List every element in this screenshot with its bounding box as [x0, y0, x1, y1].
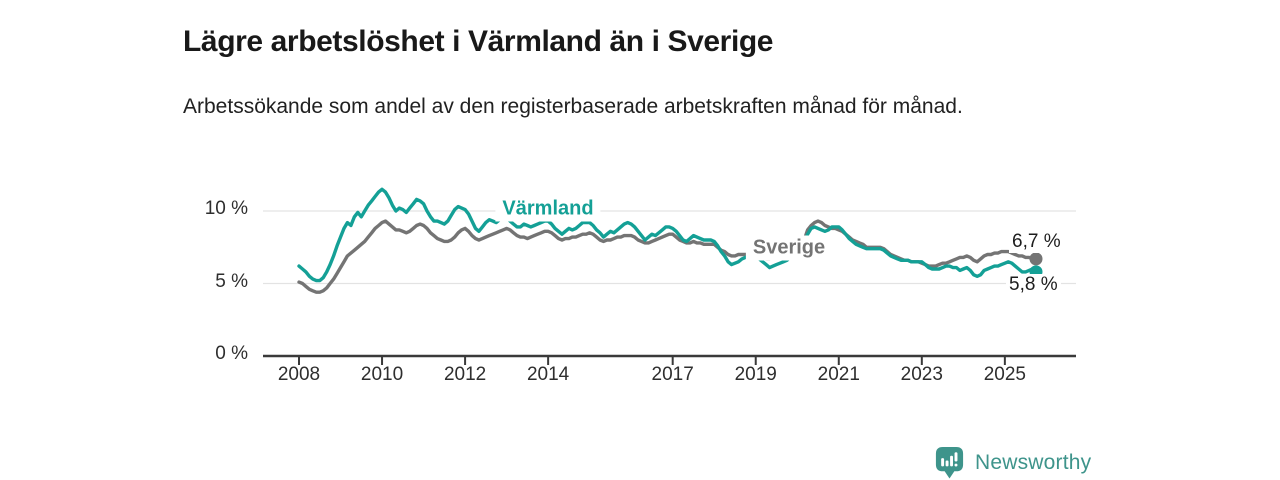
chart-subtitle: Arbetssökande som andel av den registerb…: [183, 95, 963, 118]
x-tick-label: 2021: [817, 364, 860, 385]
x-tick-label: 2019: [734, 364, 777, 385]
line-series-sverige: [297, 219, 1038, 294]
x-tick-label: 2012: [443, 364, 487, 385]
newsworthy-logo: Newsworthy: [933, 445, 1091, 480]
end-dot-sverige: [1029, 252, 1043, 266]
y-tick-label: 5 %: [215, 270, 248, 292]
newsworthy-speech-bubble-bar-chart-icon: [933, 445, 966, 480]
series-label-sverige: Sverige: [745, 235, 833, 261]
x-tick-label: 2014: [526, 364, 570, 385]
end-value-label-sverige: 6,7 %: [1009, 231, 1064, 253]
x-tick-label: 2008: [277, 364, 321, 385]
y-tick-label: 0 %: [215, 343, 248, 364]
line-series-varmland: [297, 187, 1038, 283]
x-tick-label: 2025: [983, 364, 1026, 385]
chart-title: Lägre arbetslöshet i Värmland än i Sveri…: [183, 25, 774, 59]
newsworthy-wordmark: Newsworthy: [975, 450, 1092, 474]
x-tick-label: 2010: [360, 364, 404, 385]
x-tick-label: 2023: [900, 364, 943, 385]
end-value-label-varmland: 5,8 %: [1006, 274, 1061, 296]
x-tick-label: 2017: [651, 364, 694, 385]
series-label-varmland: Värmland: [495, 196, 601, 222]
y-tick-label: 10 %: [204, 198, 248, 219]
